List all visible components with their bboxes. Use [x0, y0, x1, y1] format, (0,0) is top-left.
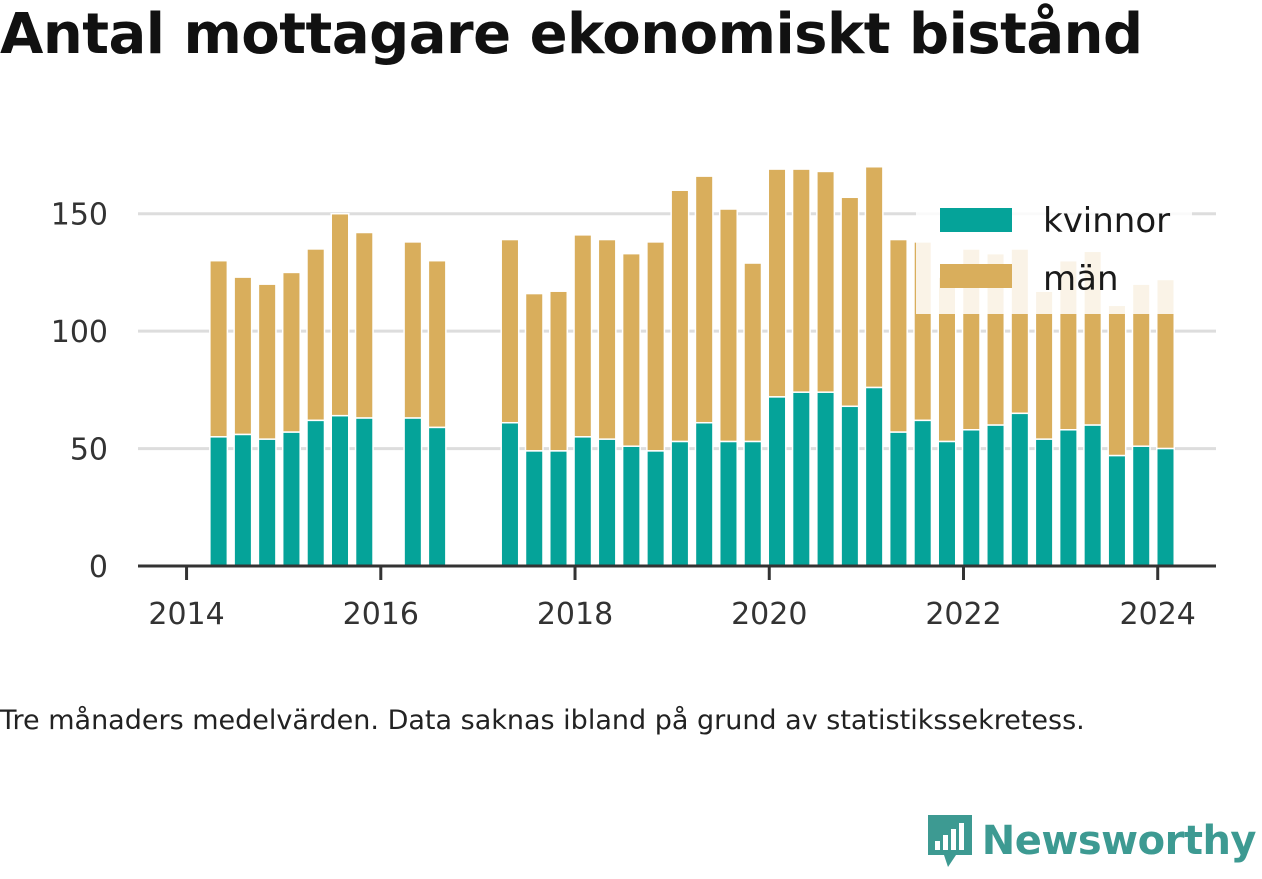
bar-kvinnor: [524, 450, 544, 567]
bar-kvinnor: [864, 386, 884, 567]
bar-man: [864, 165, 884, 389]
bar-kvinnor: [597, 438, 617, 567]
x-tick-label: 2024: [1120, 597, 1196, 632]
y-tick-label: 50: [70, 433, 108, 468]
bar-man: [816, 170, 836, 393]
bar-kvinnor: [718, 440, 738, 567]
bar-kvinnor: [233, 433, 253, 567]
legend: kvinnor män: [916, 196, 1192, 314]
y-tick-label: 100: [51, 315, 108, 350]
bar-man: [743, 262, 763, 443]
bar-kvinnor: [1083, 424, 1103, 567]
bar-kvinnor: [767, 396, 787, 567]
x-tick-label: 2018: [537, 597, 613, 632]
bar-kvinnor: [549, 450, 569, 567]
bar-kvinnor: [621, 445, 641, 567]
bar-kvinnor: [791, 391, 811, 567]
x-axis: 2014 2016 2018 2020 2022 2024: [138, 564, 1216, 632]
bar-man: [306, 248, 326, 422]
bar-man: [573, 234, 593, 438]
bar-man: [1107, 304, 1127, 457]
bar-kvinnor: [961, 429, 981, 567]
brand-name: Newsworthy: [981, 818, 1257, 864]
legend-label-man: män: [1043, 259, 1119, 299]
bar-man: [791, 168, 811, 393]
bar-kvinnor: [694, 421, 714, 567]
bar-kvinnor: [306, 419, 326, 567]
bar-man: [524, 292, 544, 452]
bar-man: [427, 259, 447, 429]
newsworthy-chart-logo-icon: [927, 815, 972, 867]
bar-kvinnor: [670, 440, 690, 567]
bar-man: [549, 290, 569, 452]
x-tick-label: 2014: [148, 597, 224, 632]
bar-kvinnor: [743, 440, 763, 567]
chart-caption: Tre månaders medelvärden. Data saknas ib…: [0, 705, 1085, 736]
bar-kvinnor: [1155, 447, 1175, 567]
bar-man: [209, 259, 229, 438]
legend-swatch-man: [940, 264, 1012, 288]
bar-man: [281, 271, 301, 433]
bar-man: [330, 212, 350, 417]
bar-kvinnor: [986, 424, 1006, 567]
bar-man: [767, 168, 787, 398]
stacked-bar-chart: 2014 2016 2018 2020 2022 2024 0 50 100 150 kvinn…: [51, 165, 1216, 632]
bar-kvinnor: [913, 419, 933, 567]
y-axis-tick-labels: 0 50 100 150: [51, 198, 108, 585]
bar-kvinnor: [330, 414, 350, 567]
bar-kvinnor: [354, 417, 374, 567]
x-tick-label: 2022: [925, 597, 1001, 632]
legend-label-kvinnor: kvinnor: [1043, 201, 1170, 241]
bar-kvinnor: [840, 405, 860, 567]
bar-man: [403, 241, 423, 419]
bar-kvinnor: [888, 431, 908, 567]
bar-man: [500, 238, 520, 424]
bar-kvinnor: [209, 436, 229, 567]
bar-kvinnor: [1034, 438, 1054, 567]
bar-kvinnor: [500, 421, 520, 567]
bar-man: [670, 189, 690, 443]
bar-man: [718, 208, 738, 443]
bar-kvinnor: [281, 431, 301, 567]
bar-man: [646, 241, 666, 452]
bar-kvinnor: [1131, 445, 1151, 567]
bar-kvinnor: [1107, 454, 1127, 567]
bar-man: [694, 175, 714, 424]
bar-man: [354, 231, 374, 419]
chart-title: Antal mottagare ekonomiskt bistånd: [0, 2, 1143, 67]
bar-kvinnor: [573, 436, 593, 567]
x-tick-label: 2020: [731, 597, 807, 632]
bar-kvinnor: [1010, 412, 1030, 567]
bar-kvinnor: [403, 417, 423, 567]
y-tick-label: 150: [51, 198, 108, 233]
bar-kvinnor: [937, 440, 957, 567]
brand-logo: Newsworthy: [926, 813, 1257, 869]
bar-kvinnor: [427, 426, 447, 567]
bar-man: [597, 238, 617, 440]
bar-man: [233, 276, 253, 436]
bar-kvinnor: [257, 438, 277, 567]
bar-kvinnor: [646, 450, 666, 567]
bar-man: [888, 238, 908, 433]
x-tick-label: 2016: [343, 597, 419, 632]
bar-man: [840, 196, 860, 408]
bar-kvinnor: [1058, 429, 1078, 567]
bar-man: [257, 283, 277, 440]
y-tick-label: 0: [89, 550, 108, 585]
bar-man: [621, 252, 641, 447]
legend-swatch-kvinnor: [940, 208, 1012, 232]
bar-kvinnor: [816, 391, 836, 567]
